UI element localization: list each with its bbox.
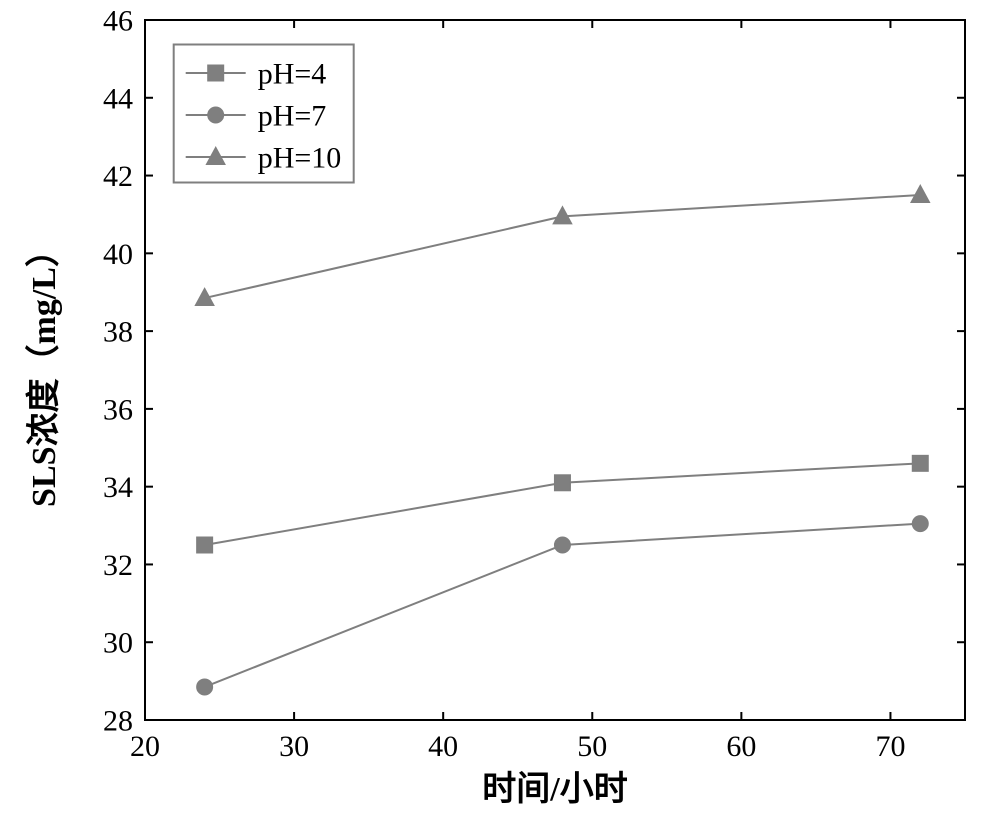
data-point-pH=10 xyxy=(911,185,930,202)
data-point-pH=4 xyxy=(197,537,213,553)
y-tick-label: 34 xyxy=(103,471,133,504)
data-point-pH=7 xyxy=(912,516,928,532)
legend-marker-square xyxy=(208,65,224,81)
x-tick-label: 40 xyxy=(428,730,458,763)
y-tick-label: 44 xyxy=(103,82,133,115)
data-point-pH=4 xyxy=(554,475,570,491)
y-tick-label: 36 xyxy=(103,393,133,426)
data-point-pH=4 xyxy=(912,455,928,471)
y-axis-label: SLS浓度（mg/L） xyxy=(24,233,63,507)
x-tick-label: 50 xyxy=(577,730,607,763)
y-tick-label: 42 xyxy=(103,160,133,193)
x-tick-label: 60 xyxy=(726,730,756,763)
x-axis-label: 时间/小时 xyxy=(482,770,627,808)
x-tick-label: 70 xyxy=(875,730,905,763)
y-tick-label: 32 xyxy=(103,549,133,582)
data-point-pH=7 xyxy=(197,679,213,695)
data-point-pH=7 xyxy=(554,537,570,553)
x-tick-label: 30 xyxy=(279,730,309,763)
legend-label: pH=4 xyxy=(258,58,327,91)
series-group xyxy=(195,185,929,695)
y-tick-label: 30 xyxy=(103,627,133,660)
y-tick-label: 28 xyxy=(103,705,133,738)
y-tick-label: 40 xyxy=(103,238,133,271)
y-tick-label: 38 xyxy=(103,316,133,349)
y-tick-label: 46 xyxy=(103,5,133,38)
legend-label: pH=7 xyxy=(258,100,327,133)
legend-box: pH=4 pH=7 pH=10 xyxy=(174,45,354,183)
sls-concentration-chart: 20304050607028303234363840424446 pH=4pH=… xyxy=(0,0,1000,820)
legend-marker-circle xyxy=(208,107,224,123)
x-tick-label: 20 xyxy=(130,730,160,763)
legend-label: pH=10 xyxy=(258,142,342,175)
